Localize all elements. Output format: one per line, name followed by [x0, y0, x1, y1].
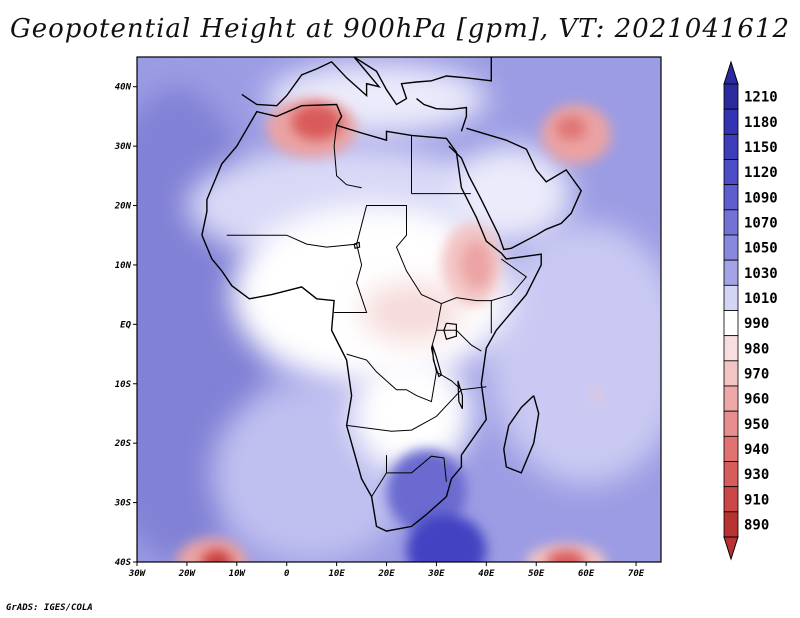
- field-indian-ocean: [486, 223, 661, 485]
- lake-chad: [353, 241, 361, 250]
- lake-victoria: [443, 322, 457, 340]
- colorbar-swatch: [723, 108, 739, 135]
- colorbar-label: 910: [744, 492, 769, 508]
- lat-tick-label: 40S: [115, 558, 132, 568]
- colorbar-swatch: [723, 410, 739, 437]
- field-persian-low-core: [556, 116, 587, 141]
- border-angola-namibia: [346, 389, 462, 432]
- map-plot-area: [137, 57, 661, 562]
- colorbar-label: 990: [744, 316, 769, 332]
- colorbar-label: 890: [744, 517, 769, 533]
- lon-tick-label: 60E: [578, 569, 595, 579]
- colorbar-label: 960: [744, 392, 769, 408]
- colorbar-swatch: [723, 486, 739, 513]
- border-sa-north: [386, 455, 447, 482]
- lat-tick-label: 20S: [114, 439, 132, 449]
- colorbar-swatch: [723, 159, 739, 186]
- colorbar-label: 1120: [744, 165, 778, 181]
- lon-tick-label: 70E: [628, 569, 645, 579]
- colorbar-swatch: [723, 83, 739, 110]
- colorbar-label: 980: [744, 341, 769, 357]
- axis-ticks: 30W 20W 10W 0 10E 20E 30E 40E 50E 60E 70E 40N 30N 20N…: [114, 83, 645, 579]
- lake-tanganyika: [431, 344, 443, 378]
- colorbar: 1210 1180 1150 1120 1090 1070 1050 1030 1010 990 9…: [723, 60, 778, 561]
- lon-tick-label: 40E: [478, 569, 495, 579]
- border-zambia-tanzania: [436, 371, 487, 391]
- field-south-africa-high: [386, 449, 467, 533]
- field-madagascar-spot: [591, 389, 602, 402]
- colorbar-label: 930: [744, 467, 769, 483]
- colorbar-label: 1070: [744, 215, 778, 231]
- lat-tick-label: 30N: [114, 142, 132, 152]
- colorbar-label: 970: [744, 366, 769, 382]
- colorbar-label: 1090: [744, 190, 778, 206]
- field-southern-africa: [351, 354, 472, 473]
- border-east-africa-lakes: [436, 329, 482, 352]
- colorbar-label: 1150: [744, 140, 778, 156]
- colorbar-swatch: [723, 310, 739, 337]
- colorbar-label: 1180: [744, 115, 778, 131]
- lon-tick-label: 10W: [229, 569, 247, 579]
- lon-tick-label: 50E: [528, 569, 545, 579]
- lat-tick-label: 30S: [114, 499, 132, 509]
- border-algeria-libya: [333, 125, 362, 189]
- madagascar-coastline: [503, 395, 540, 474]
- lat-tick-label: 10N: [115, 261, 132, 271]
- field-sahara-low-core: [291, 104, 342, 141]
- lon-tick-label: 20E: [377, 569, 395, 579]
- colorbar-swatch: [723, 184, 739, 211]
- colorbar-swatch: [723, 385, 739, 412]
- lat-tick-label: 20N: [114, 202, 132, 212]
- border-chad-cameroon: [334, 243, 368, 313]
- colorbar-swatch: [723, 284, 739, 311]
- lon-tick-label: 20W: [178, 569, 197, 579]
- colorbar-swatch: [723, 461, 739, 488]
- colorbar-swatch: [723, 360, 739, 387]
- africa-coastline: [201, 103, 542, 532]
- colorbar-label: 1010: [744, 291, 778, 307]
- map-frame: [136, 56, 662, 563]
- field-great-lakes-low: [361, 282, 462, 343]
- border-ethiopia-somalia: [491, 258, 528, 302]
- europe-south-coastline: [241, 57, 492, 107]
- field-south-atlantic-low-core: [201, 550, 232, 562]
- colorbar-label: 1050: [744, 241, 778, 257]
- colorbar-label: 940: [744, 442, 769, 458]
- field-arabia: [451, 146, 572, 242]
- arabia-coastline: [448, 127, 583, 251]
- field-south-indian-low-core: [546, 550, 587, 562]
- chart-title: Geopotential Height at 900hPa [gpm], VT:…: [9, 14, 791, 44]
- colorbar-swatch: [723, 234, 739, 261]
- border-drc-outline: [346, 303, 442, 403]
- colorbar-swatch: [723, 133, 739, 160]
- lon-tick-label: 30E: [427, 569, 445, 579]
- field-horn-low-core: [461, 241, 492, 289]
- lon-tick-label: 10E: [328, 569, 345, 579]
- colorbar-swatch: [723, 209, 739, 236]
- turkey-south-coastline: [416, 98, 468, 132]
- field-mozambique-channel-high: [406, 514, 487, 562]
- lon-tick-label: 0: [284, 569, 290, 579]
- colorbar-bottom-arrow: [723, 536, 739, 561]
- colorbar-swatch: [723, 259, 739, 286]
- colorbar-label: 1210: [744, 90, 778, 106]
- field-shading: [137, 62, 661, 562]
- border-sahel-line: [226, 205, 492, 334]
- lat-tick-label: EQ: [120, 320, 131, 330]
- software-credit: GrADS: IGES/COLA: [6, 603, 93, 613]
- colorbar-label: 1030: [744, 266, 778, 282]
- lat-tick-label: 10S: [115, 380, 132, 390]
- colorbar-label: 950: [744, 417, 769, 433]
- colorbar-swatch: [723, 511, 739, 538]
- lat-tick-label: 40N: [115, 83, 132, 93]
- colorbar-swatch: [723, 435, 739, 462]
- lon-tick-label: 30W: [128, 569, 147, 579]
- colorbar-top-arrow: [723, 60, 739, 85]
- coastlines-borders: [201, 57, 583, 532]
- lake-malawi: [457, 380, 463, 409]
- colorbar-swatch: [723, 335, 739, 362]
